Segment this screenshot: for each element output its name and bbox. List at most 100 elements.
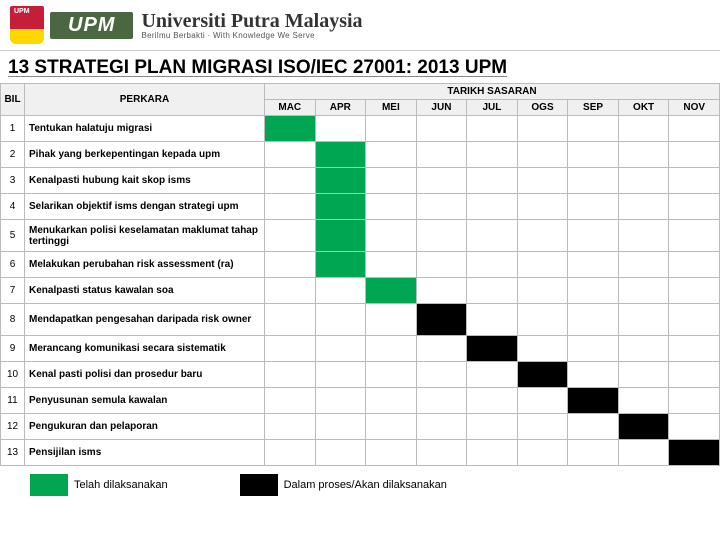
cell-month (517, 220, 568, 252)
cell-month (517, 116, 568, 142)
cell-month (467, 440, 518, 466)
cell-month (568, 304, 619, 336)
cell-month (568, 142, 619, 168)
cell-month (416, 220, 467, 252)
cell-bil: 1 (1, 116, 25, 142)
cell-month (265, 116, 316, 142)
table-row: 13Pensijilan isms (1, 440, 720, 466)
cell-month (366, 142, 417, 168)
cell-perkara: Kenal pasti polisi dan prosedur baru (25, 362, 265, 388)
university-tagline: Berilmu Berbakti · With Knowledge We Ser… (141, 31, 362, 40)
cell-perkara: Mendapatkan pengesahan daripada risk own… (25, 304, 265, 336)
cell-bil: 6 (1, 252, 25, 278)
cell-month (568, 362, 619, 388)
cell-month (265, 440, 316, 466)
cell-perkara: Melakukan perubahan risk assessment (ra) (25, 252, 265, 278)
cell-month (568, 194, 619, 220)
col-month-okt: OKT (618, 100, 669, 116)
cell-month (467, 336, 518, 362)
cell-perkara: Pengukuran dan pelaporan (25, 414, 265, 440)
cell-month (366, 220, 417, 252)
cell-month (618, 142, 669, 168)
page-title: 13 STRATEGI PLAN MIGRASI ISO/IEC 27001: … (0, 53, 720, 83)
cell-month (618, 116, 669, 142)
cell-month (618, 362, 669, 388)
table-row: 6Melakukan perubahan risk assessment (ra… (1, 252, 720, 278)
cell-month (366, 278, 417, 304)
cell-month (265, 168, 316, 194)
upm-badge: UPM (50, 12, 133, 39)
cell-month (669, 304, 720, 336)
cell-month (265, 142, 316, 168)
cell-month (315, 362, 366, 388)
migration-plan-table: BIL PERKARA TARIKH SASARAN MACAPRMEIJUNJ… (0, 83, 720, 466)
cell-month (669, 252, 720, 278)
cell-month (315, 278, 366, 304)
cell-month (366, 194, 417, 220)
col-perkara: PERKARA (25, 84, 265, 116)
cell-perkara: Merancang komunikasi secara sistematik (25, 336, 265, 362)
cell-month (315, 194, 366, 220)
cell-month (416, 252, 467, 278)
cell-month (265, 304, 316, 336)
cell-month (467, 278, 518, 304)
cell-month (669, 414, 720, 440)
cell-month (568, 336, 619, 362)
cell-month (366, 116, 417, 142)
cell-month (265, 194, 316, 220)
cell-month (416, 362, 467, 388)
cell-month (366, 414, 417, 440)
cell-month (618, 440, 669, 466)
cell-month (568, 414, 619, 440)
cell-month (669, 116, 720, 142)
cell-month (416, 116, 467, 142)
cell-month (669, 336, 720, 362)
cell-month (568, 168, 619, 194)
table-row: 12Pengukuran dan pelaporan (1, 414, 720, 440)
cell-month (568, 116, 619, 142)
cell-month (568, 440, 619, 466)
cell-month (366, 252, 417, 278)
cell-month (366, 388, 417, 414)
cell-month (618, 388, 669, 414)
col-month-ogs: OGS (517, 100, 568, 116)
cell-month (265, 336, 316, 362)
university-name: Universiti Putra Malaysia (141, 11, 362, 31)
cell-month (265, 414, 316, 440)
cell-month (568, 220, 619, 252)
cell-bil: 9 (1, 336, 25, 362)
col-month-mac: MAC (265, 100, 316, 116)
cell-perkara: Selarikan objektif isms dengan strategi … (25, 194, 265, 220)
cell-month (416, 336, 467, 362)
col-month-sep: SEP (568, 100, 619, 116)
cell-month (416, 440, 467, 466)
cell-month (467, 388, 518, 414)
cell-month (265, 278, 316, 304)
cell-bil: 3 (1, 168, 25, 194)
cell-month (265, 220, 316, 252)
cell-bil: 2 (1, 142, 25, 168)
cell-month (467, 414, 518, 440)
title-text: 13 STRATEGI PLAN MIGRASI ISO/IEC 27001: … (8, 57, 507, 78)
cell-month (669, 142, 720, 168)
table-row: 5Menukarkan polisi keselamatan maklumat … (1, 220, 720, 252)
cell-month (366, 362, 417, 388)
cell-month (416, 304, 467, 336)
col-month-jul: JUL (467, 100, 518, 116)
cell-month (618, 168, 669, 194)
cell-month (416, 168, 467, 194)
cell-bil: 5 (1, 220, 25, 252)
cell-month (416, 388, 467, 414)
col-month-mei: MEI (366, 100, 417, 116)
cell-month (366, 440, 417, 466)
cell-month (366, 168, 417, 194)
cell-month (568, 252, 619, 278)
cell-month (315, 414, 366, 440)
cell-month (265, 252, 316, 278)
col-bil: BIL (1, 84, 25, 116)
cell-perkara: Pensijilan isms (25, 440, 265, 466)
cell-month (517, 194, 568, 220)
cell-month (416, 278, 467, 304)
cell-month (517, 252, 568, 278)
cell-month (669, 168, 720, 194)
